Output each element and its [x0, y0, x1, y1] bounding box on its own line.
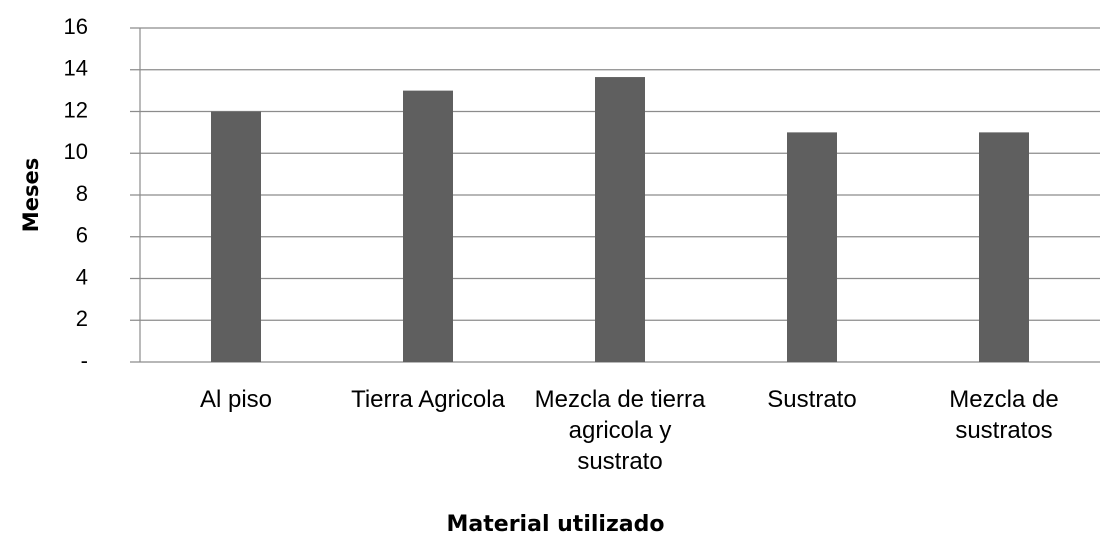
x-tick-label: Mezcla de tierra agricola y sustrato: [534, 386, 706, 475]
y-tick-label: 14: [64, 56, 88, 81]
y-axis-title: Meses: [19, 158, 43, 232]
y-tick-label: -: [81, 348, 88, 373]
x-tick-label: Tierra Agricola: [351, 386, 505, 413]
bar: [211, 111, 261, 362]
x-tick-label: Al piso: [199, 386, 273, 413]
y-tick-label: 10: [64, 139, 88, 164]
y-tick-label: 2: [76, 306, 88, 331]
y-tick-label: 16: [64, 14, 88, 39]
bar: [787, 132, 837, 362]
y-tick-label: 4: [76, 264, 88, 289]
y-tick-label: 8: [76, 181, 88, 206]
x-tick-label: Mezcla de sustratos: [949, 386, 1059, 444]
x-axis-title: Material utilizado: [446, 512, 665, 537]
y-tick-label: 6: [76, 223, 88, 248]
bar: [595, 77, 645, 363]
bar: [403, 90, 453, 362]
bar: [979, 132, 1029, 362]
y-tick-label: 12: [64, 97, 88, 122]
x-tick-label: Sustrato: [767, 386, 857, 413]
